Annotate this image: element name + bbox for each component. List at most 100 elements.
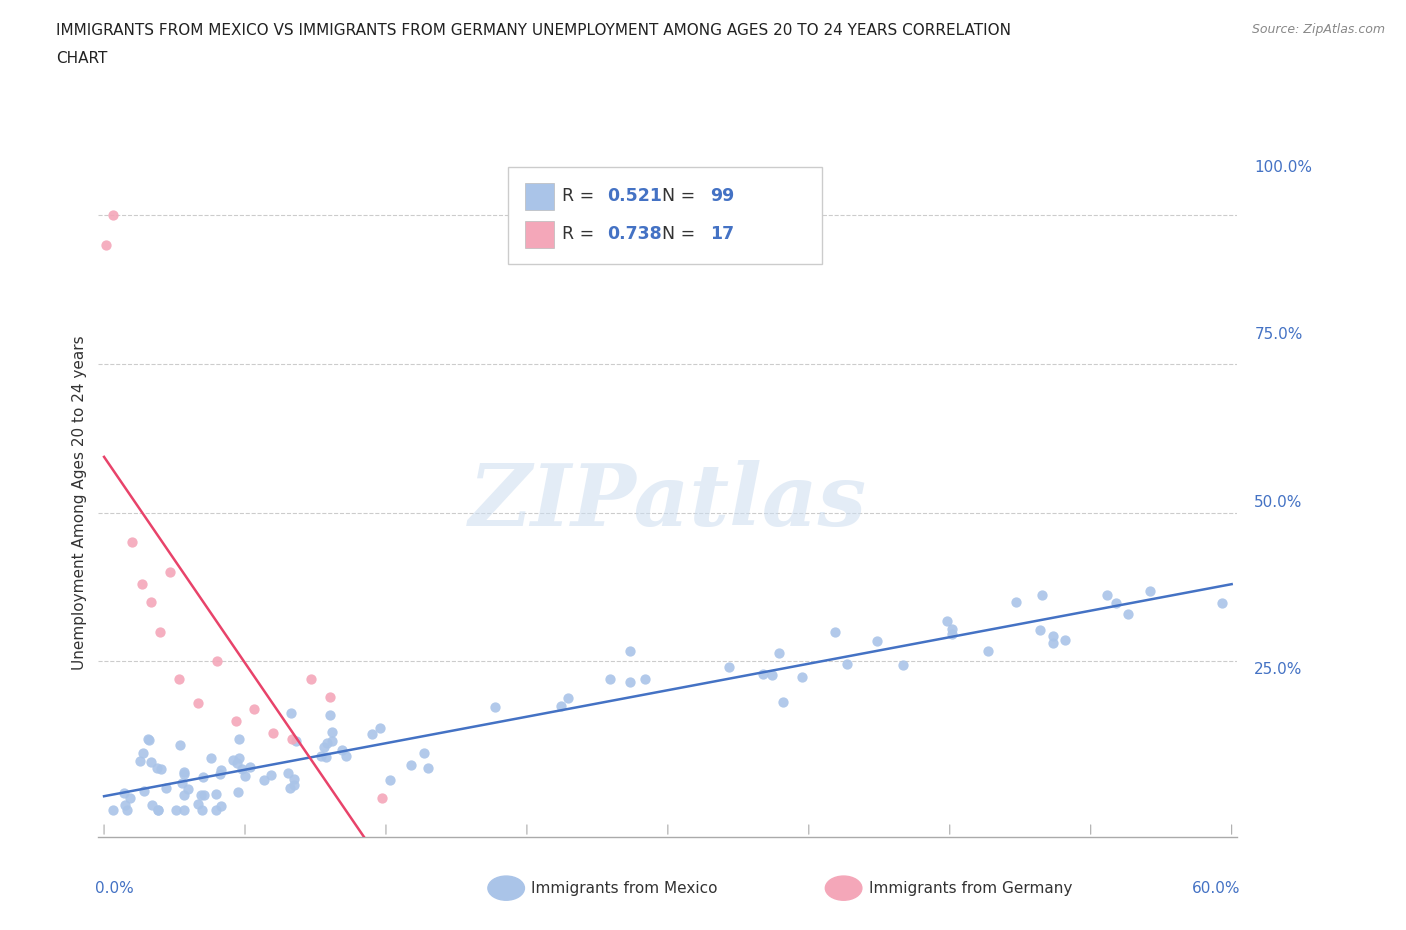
FancyBboxPatch shape <box>509 167 821 264</box>
Point <box>299 671 322 686</box>
Point <box>1095 588 1118 603</box>
Point <box>200 751 222 765</box>
Point <box>484 700 506 715</box>
Text: ZIPatlas: ZIPatlas <box>468 460 868 544</box>
Point <box>315 750 337 764</box>
Point <box>226 755 249 770</box>
Point <box>139 594 162 609</box>
Point <box>752 666 775 681</box>
Point <box>136 732 159 747</box>
Point <box>1211 596 1233 611</box>
Point <box>283 771 305 786</box>
Point <box>114 798 136 813</box>
Point <box>167 671 190 686</box>
Point <box>159 565 181 579</box>
Point <box>233 768 256 783</box>
Text: N =: N = <box>662 187 702 206</box>
Point <box>120 790 142 805</box>
Point <box>138 732 160 747</box>
Text: 25.0%: 25.0% <box>1254 662 1303 677</box>
Text: 0.521: 0.521 <box>607 187 662 206</box>
Point <box>1031 587 1053 602</box>
Text: 99: 99 <box>710 187 734 206</box>
Point <box>231 762 253 777</box>
Point <box>262 725 284 740</box>
Point <box>129 754 152 769</box>
FancyBboxPatch shape <box>526 183 554 209</box>
Point <box>187 696 209 711</box>
Point <box>132 746 155 761</box>
Point <box>891 658 914 672</box>
Point <box>173 766 195 781</box>
Point <box>1029 623 1052 638</box>
Point <box>401 758 423 773</box>
Point <box>155 781 177 796</box>
Point <box>412 746 434 761</box>
Text: 0.0%: 0.0% <box>96 881 134 896</box>
Text: R =: R = <box>562 225 600 244</box>
Point <box>941 627 963 642</box>
Text: 75.0%: 75.0% <box>1254 327 1303 342</box>
Point <box>169 738 191 753</box>
Point <box>550 698 572 713</box>
Point <box>149 624 172 639</box>
Point <box>132 783 155 798</box>
Point <box>239 759 262 774</box>
Text: Source: ZipAtlas.com: Source: ZipAtlas.com <box>1251 23 1385 36</box>
Point <box>418 761 440 776</box>
Point <box>599 671 621 686</box>
Point <box>718 659 741 674</box>
Point <box>121 535 143 550</box>
Text: Immigrants from Germany: Immigrants from Germany <box>869 881 1073 896</box>
Point <box>228 751 250 765</box>
Point <box>148 803 170 817</box>
Point <box>112 786 135 801</box>
Point <box>1139 583 1161 598</box>
Point <box>193 788 215 803</box>
Point <box>209 763 232 777</box>
Point <box>977 644 1000 659</box>
Point <box>335 749 357 764</box>
Point <box>190 788 212 803</box>
Point <box>209 799 232 814</box>
Text: 60.0%: 60.0% <box>1192 881 1240 896</box>
Point <box>361 726 384 741</box>
Text: 100.0%: 100.0% <box>1254 160 1312 175</box>
Point <box>378 772 401 787</box>
Point <box>139 754 162 769</box>
Point <box>761 668 783 683</box>
Point <box>165 803 187 817</box>
Point <box>146 803 169 817</box>
Point <box>371 790 394 805</box>
Point <box>281 731 304 746</box>
Point <box>226 785 249 800</box>
Point <box>173 788 195 803</box>
Point <box>824 625 846 640</box>
Point <box>790 670 813 684</box>
Text: CHART: CHART <box>56 51 108 66</box>
Point <box>1004 595 1026 610</box>
Point <box>149 762 172 777</box>
Point <box>103 207 125 222</box>
Point <box>193 769 215 784</box>
Point <box>309 749 332 764</box>
Point <box>283 777 305 792</box>
Point <box>316 736 339 751</box>
FancyBboxPatch shape <box>526 221 554 247</box>
Point <box>253 773 276 788</box>
Point <box>837 657 859 671</box>
Point <box>278 781 301 796</box>
Point <box>319 707 342 722</box>
Point <box>332 742 354 757</box>
Point <box>557 690 579 705</box>
Point <box>280 706 302 721</box>
Point <box>145 761 167 776</box>
Text: 17: 17 <box>710 225 734 244</box>
Point <box>222 753 245 768</box>
Point <box>177 781 200 796</box>
Point <box>173 764 195 779</box>
Point <box>205 787 228 802</box>
Point <box>1042 629 1064 644</box>
Point <box>321 734 343 749</box>
Point <box>312 739 335 754</box>
